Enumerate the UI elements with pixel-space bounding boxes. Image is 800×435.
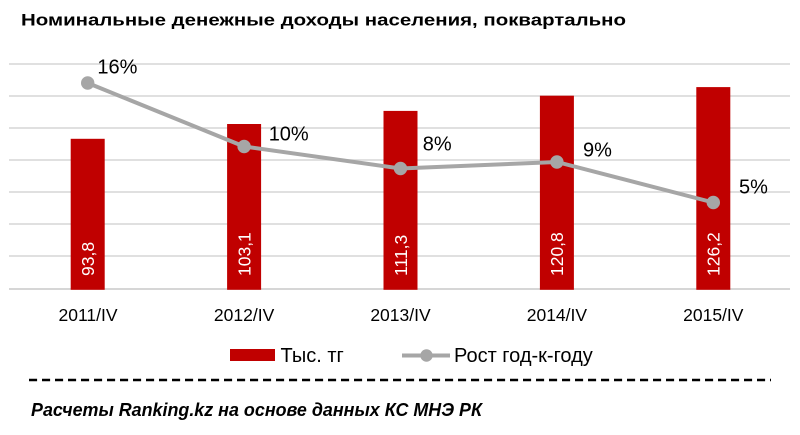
svg-text:103,1: 103,1: [234, 232, 254, 276]
svg-text:120,8: 120,8: [547, 232, 567, 276]
svg-text:8%: 8%: [423, 133, 452, 155]
svg-text:Рост год-к-году: Рост год-к-году: [454, 345, 593, 367]
svg-text:2013/IV: 2013/IV: [370, 305, 431, 325]
svg-text:126,2: 126,2: [704, 232, 724, 276]
svg-text:Расчеты Ranking.kz на основе д: Расчеты Ranking.kz на основе данных КС М…: [31, 400, 484, 420]
svg-text:Тыс. тг: Тыс. тг: [281, 345, 344, 367]
svg-text:2014/IV: 2014/IV: [527, 305, 588, 325]
svg-text:10%: 10%: [269, 123, 309, 145]
svg-text:2015/IV: 2015/IV: [683, 305, 744, 325]
svg-text:111,3: 111,3: [391, 235, 411, 276]
svg-text:16%: 16%: [97, 57, 137, 79]
svg-text:Номинальные денежные доходы н: Номинальные денежные доходы населения, п…: [21, 11, 626, 30]
svg-text:2012/IV: 2012/IV: [214, 305, 275, 325]
svg-text:5%: 5%: [739, 176, 768, 198]
svg-text:93,8: 93,8: [78, 242, 98, 276]
svg-text:9%: 9%: [583, 139, 612, 161]
svg-text:2011/IV: 2011/IV: [58, 305, 117, 325]
